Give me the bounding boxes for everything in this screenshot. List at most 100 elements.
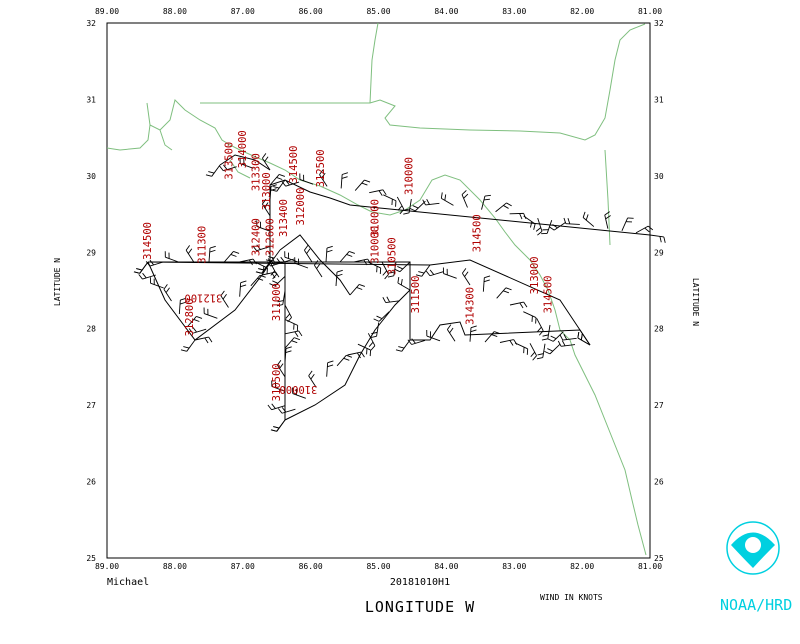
- flight-id: 20181010H1: [390, 577, 450, 588]
- wind-barb-feather: [342, 173, 348, 175]
- wind-barb: [209, 248, 210, 262]
- wind-barb-feather: [371, 346, 375, 351]
- altitude-label: 312400: [251, 218, 263, 256]
- wind-barb: [379, 312, 389, 322]
- wind-barb-feather: [327, 365, 333, 367]
- ylabel-right: LATITUDE N: [691, 278, 700, 326]
- wind-barb-feather: [183, 347, 189, 349]
- wind-barb-feather: [377, 316, 382, 319]
- wind-barb-feather: [404, 209, 410, 210]
- wind-barb-feather: [503, 291, 509, 293]
- lat-tick-label-right: 28: [654, 325, 664, 334]
- wind-barb-feather: [304, 245, 308, 250]
- wind-barb-feather: [208, 172, 214, 174]
- wind-barb-feather: [286, 347, 292, 349]
- lon-tick-label-top: 84.00: [434, 7, 458, 16]
- wind-barb-feather: [606, 216, 611, 219]
- wind-barb-feather: [484, 199, 490, 200]
- lat-tick-label-right: 32: [654, 19, 664, 28]
- wind-barb: [402, 340, 410, 351]
- wind-barb-feather: [664, 237, 665, 243]
- wind-barb-feather: [383, 190, 386, 195]
- wind-barb-feather: [299, 331, 302, 336]
- wind-barb-feather: [549, 227, 554, 230]
- wind-barb-feather: [337, 274, 343, 276]
- wind-barb-feather: [311, 374, 315, 379]
- wind-barb-feather: [485, 195, 491, 196]
- wind-barb: [444, 274, 457, 279]
- altitude-label: 313400: [278, 199, 290, 237]
- wind-barb-feather: [648, 226, 653, 230]
- wind-barb-feather: [412, 339, 416, 344]
- wind-barb-feather: [349, 251, 355, 253]
- wind-barb-feather: [426, 271, 430, 276]
- wind-barb: [326, 248, 327, 262]
- wind-barb-feather: [292, 341, 298, 343]
- wind-barb: [165, 257, 178, 262]
- wind-barb-feather: [465, 272, 469, 277]
- wind-barb-feather: [374, 319, 379, 322]
- wind-barb: [224, 251, 233, 262]
- wind-barb-feather: [503, 205, 508, 208]
- wind-barb: [240, 283, 241, 297]
- wind-barb-feather: [273, 427, 279, 429]
- wind-barb: [441, 198, 453, 205]
- wind-barb-feather: [462, 190, 466, 194]
- lon-tick-label-bottom: 88.00: [163, 562, 187, 571]
- wind-barb-feather: [295, 332, 298, 337]
- wind-barb-feather: [294, 338, 300, 340]
- wind-barb: [523, 312, 536, 318]
- wind-barb-feather: [278, 409, 282, 414]
- altitude-label: 312000: [295, 188, 307, 226]
- wind-barb-feather: [327, 246, 333, 248]
- wind-barb: [377, 323, 379, 337]
- wind-barb-feather: [447, 325, 451, 330]
- wind-barb-feather: [262, 153, 266, 158]
- wind-barb: [151, 283, 164, 288]
- wind-barb-feather: [398, 277, 399, 283]
- wind-barb-feather: [231, 254, 237, 256]
- altitude-label: 310000: [403, 157, 415, 195]
- wind-barb-feather: [205, 338, 208, 343]
- wind-barb: [483, 278, 484, 292]
- wind-barb-feather: [272, 404, 276, 409]
- wind-barb-feather: [551, 336, 556, 339]
- wind-barb: [400, 262, 410, 272]
- wind-barb-feather: [314, 260, 318, 265]
- wind-barb-feather: [396, 350, 402, 352]
- wind-barb: [543, 344, 545, 358]
- lat-tick-label-left: 31: [86, 95, 96, 104]
- wind-barb-feather: [430, 270, 434, 275]
- wind-barb-feather: [548, 339, 553, 342]
- wind-barb-feather: [241, 281, 247, 283]
- wind-barb-feather: [524, 302, 527, 307]
- lon-tick-label-top: 86.00: [299, 7, 323, 16]
- wind-barb-feather: [265, 157, 269, 162]
- wind-barb: [605, 215, 608, 229]
- altitude-label: 314500: [142, 222, 154, 260]
- lat-tick-label-right: 25: [654, 554, 664, 563]
- wind-barb-feather: [586, 214, 588, 220]
- lon-tick-label-top: 83.00: [502, 7, 526, 16]
- wind-barb: [548, 325, 550, 339]
- wind-barb-feather: [166, 288, 170, 293]
- wind-barb-feather: [506, 288, 512, 290]
- lon-tick-label-top: 89.00: [95, 7, 119, 16]
- wind-barb-feather: [277, 177, 283, 179]
- lat-tick-label-left: 27: [86, 401, 96, 410]
- altitude-label: 312500: [315, 149, 327, 187]
- altitude-label: 314500: [288, 146, 300, 184]
- lon-tick-label-top: 85.00: [366, 7, 390, 16]
- wind-barb-feather: [413, 206, 418, 209]
- lon-tick-label-top: 88.00: [163, 7, 187, 16]
- wind-barb-feather: [209, 337, 212, 342]
- altitude-label: 314500: [471, 214, 483, 252]
- wind-barb: [553, 332, 563, 342]
- wind-barb-feather: [531, 352, 535, 357]
- wind-barb-feather: [273, 187, 279, 189]
- altitude-label: 314000: [237, 130, 249, 168]
- wind-barb-feather: [256, 272, 262, 274]
